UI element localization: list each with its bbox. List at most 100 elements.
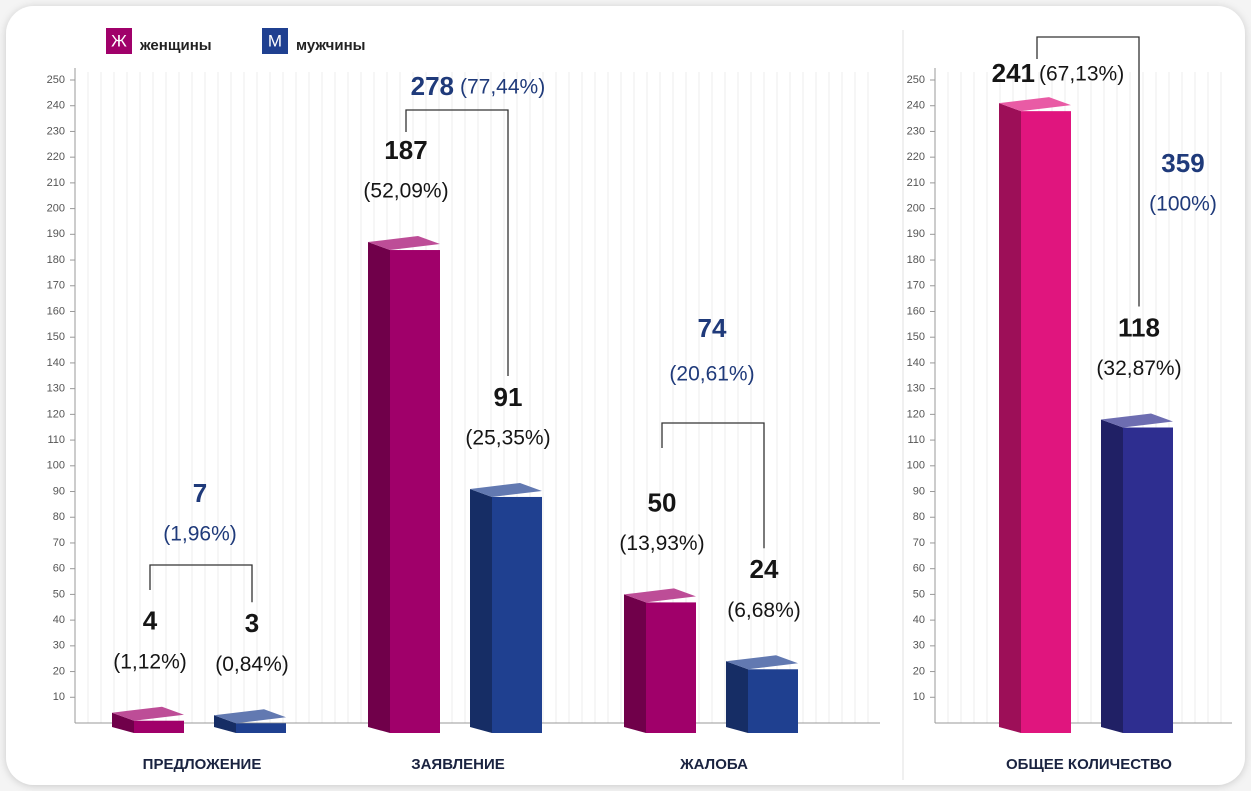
y-tick-label: 160 (47, 305, 65, 317)
bar-side (214, 715, 236, 733)
total-label: 359 (1161, 148, 1204, 178)
y-tick-label: 100 (47, 460, 65, 472)
bar-side (624, 594, 646, 733)
y-tick-label: 80 (53, 511, 65, 523)
legend-symbol: Ж (111, 31, 127, 50)
percent-label: (13,93%) (619, 532, 704, 555)
y-tick-label: 130 (907, 383, 925, 395)
bar-top (112, 706, 184, 721)
y-tick-label: 150 (47, 331, 65, 343)
y-tick-label: 190 (47, 228, 65, 240)
value-label: 24 (750, 554, 779, 584)
value-label: 3 (245, 608, 259, 638)
bar-side (470, 488, 492, 733)
y-tick-label: 220 (47, 151, 65, 163)
total-percent: (77,44%) (460, 76, 545, 99)
y-tick-label: 40 (913, 614, 925, 626)
y-tick-label: 220 (907, 151, 925, 163)
y-tick-label: 110 (47, 434, 65, 446)
bar-side (1101, 419, 1123, 733)
y-tick-label: 180 (47, 254, 65, 266)
y-tick-label: 90 (913, 485, 925, 497)
y-tick-label: 250 (47, 74, 65, 86)
bar-top (999, 97, 1071, 112)
y-tick-label: 80 (913, 511, 925, 523)
y-tick-label: 130 (47, 383, 65, 395)
bar-top (214, 709, 286, 724)
y-tick-label: 240 (907, 100, 925, 112)
y-tick-label: 60 (913, 563, 925, 575)
y-tick-label: 180 (907, 254, 925, 266)
y-tick-label: 250 (907, 74, 925, 86)
bar (134, 720, 184, 733)
bar-top (726, 655, 798, 670)
total-label: 74 (698, 313, 727, 343)
y-tick-label: 200 (907, 203, 925, 215)
y-tick-label: 140 (47, 357, 65, 369)
x-tick-label: ЖАЛОБА (679, 756, 748, 773)
y-tick-label: 160 (907, 305, 925, 317)
value-label: 187 (384, 135, 427, 165)
y-tick-label: 60 (53, 563, 65, 575)
y-tick-label: 70 (913, 537, 925, 549)
y-tick-label: 120 (907, 408, 925, 420)
y-tick-label: 70 (53, 537, 65, 549)
total-bracket (661, 422, 765, 549)
x-tick-label: ПРЕДЛОЖЕНИЕ (143, 756, 262, 773)
y-tick-label: 10 (53, 691, 65, 703)
legend-label: женщины (139, 37, 212, 54)
total-bracket (149, 564, 253, 603)
y-tick-label: 20 (53, 665, 65, 677)
bar (1123, 427, 1173, 733)
value-label: 50 (648, 487, 677, 517)
value-label: 118 (1118, 312, 1160, 342)
percent-label: (6,68%) (727, 599, 801, 622)
y-tick-label: 200 (47, 203, 65, 215)
bar (748, 669, 798, 733)
y-tick-label: 20 (913, 665, 925, 677)
y-tick-label: 230 (47, 125, 65, 137)
bar-top (470, 482, 542, 497)
y-tick-label: 40 (53, 614, 65, 626)
y-tick-label: 100 (907, 460, 925, 472)
x-tick-label: ОБЩЕЕ КОЛИЧЕСТВО (1006, 756, 1172, 773)
y-tick-label: 110 (907, 434, 925, 446)
total-bracket (1036, 36, 1140, 307)
y-tick-label: 30 (53, 640, 65, 652)
bar-side (999, 103, 1021, 733)
y-tick-label: 190 (907, 228, 925, 240)
total-percent: (1,96%) (163, 523, 237, 546)
percent-label: (25,35%) (465, 426, 550, 449)
bar-side (112, 712, 134, 733)
y-tick-label: 50 (913, 588, 925, 600)
y-tick-label: 10 (913, 691, 925, 703)
y-tick-label: 120 (47, 408, 65, 420)
y-tick-label: 230 (907, 125, 925, 137)
bar-top (624, 588, 696, 603)
total-label: 7 (193, 478, 207, 508)
percent-label: (52,09%) (363, 180, 448, 203)
total-percent: (20,61%) (669, 363, 754, 386)
percent-label: (67,13%) (1039, 63, 1124, 86)
bar-side (726, 661, 748, 733)
legend-symbol: М (268, 31, 282, 50)
total-percent: (100%) (1149, 193, 1217, 216)
percent-label: (1,12%) (113, 650, 187, 673)
y-tick-label: 170 (47, 280, 65, 292)
value-label: 91 (494, 382, 523, 412)
legend-label: мужчины (296, 37, 366, 54)
bar-side (368, 242, 390, 733)
bar (492, 496, 542, 733)
total-label: 278 (411, 71, 454, 101)
value-label: 241 (992, 58, 1035, 88)
y-tick-label: 210 (907, 177, 925, 189)
bar (1021, 111, 1071, 733)
y-tick-label: 240 (47, 100, 65, 112)
total-bracket (405, 109, 509, 376)
y-tick-label: 140 (907, 357, 925, 369)
x-tick-label: ЗАЯВЛЕНИЕ (411, 756, 505, 773)
y-tick-label: 50 (53, 588, 65, 600)
bar-top (368, 236, 440, 251)
percent-label: (32,87%) (1096, 357, 1181, 380)
